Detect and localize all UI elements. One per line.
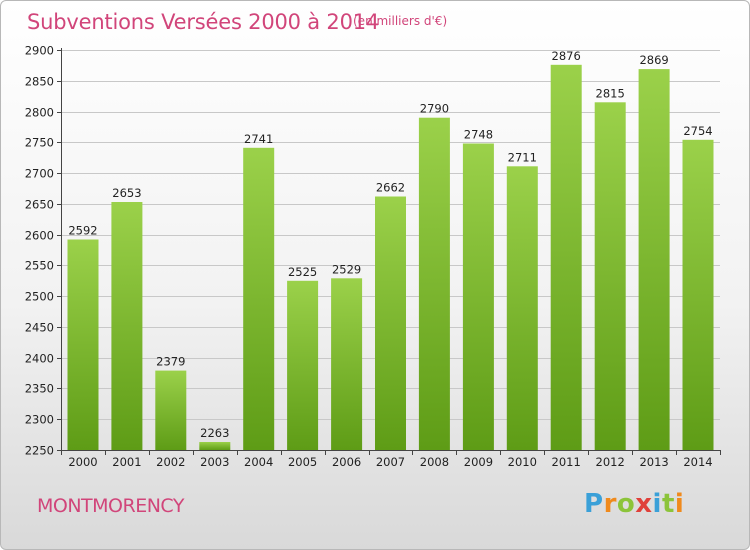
y-tick-label: 2300 xyxy=(25,413,54,427)
y-tick-label: 2350 xyxy=(25,382,54,396)
bar-2001 xyxy=(111,202,143,450)
y-tick-label: 2700 xyxy=(25,167,54,181)
bar-2006 xyxy=(331,278,363,450)
bar-2010 xyxy=(506,166,538,451)
y-tick-label: 2800 xyxy=(25,106,54,120)
logo-letter-t: t xyxy=(661,489,675,519)
bar-2012 xyxy=(594,102,626,451)
y-tick-label: 2900 xyxy=(25,44,54,58)
y-tick-label: 2650 xyxy=(25,198,54,212)
x-tick-label-2006: 2006 xyxy=(332,455,361,469)
x-tick-label-2002: 2002 xyxy=(156,455,185,469)
logo-letter-r: r xyxy=(603,489,617,519)
value-label-2009: 2748 xyxy=(464,128,493,142)
y-tick-label: 2450 xyxy=(25,321,54,335)
value-label-2006: 2529 xyxy=(332,262,361,276)
logo-letter-x: x xyxy=(635,489,653,519)
x-tick-label-2012: 2012 xyxy=(596,455,625,469)
x-tick-label-2005: 2005 xyxy=(288,455,317,469)
logo-letter-i: i xyxy=(652,489,662,519)
x-tick-label-2013: 2013 xyxy=(639,455,668,469)
chart-title: Subventions Versées 2000 à 2014 xyxy=(27,10,380,34)
x-tick-label-2003: 2003 xyxy=(200,455,229,469)
y-tick-label: 2750 xyxy=(25,136,54,150)
value-label-2005: 2525 xyxy=(288,265,317,279)
bar-2000 xyxy=(67,239,99,450)
x-tick-label-2000: 2000 xyxy=(68,455,97,469)
axes: 2250 2300 2350 2400 2450 2500 2550 2600 2650 2700… xyxy=(25,44,721,469)
x-tick-label-2010: 2010 xyxy=(508,455,537,469)
value-label-2007: 2662 xyxy=(376,181,405,195)
bar-2014 xyxy=(682,139,714,451)
y-tick-label: 2850 xyxy=(25,75,54,89)
bars xyxy=(67,64,714,451)
location-label: MONTMORENCY xyxy=(37,495,184,517)
value-label-2000: 2592 xyxy=(68,224,97,238)
bar-2013 xyxy=(638,69,670,450)
logo-letter-i-2: i xyxy=(674,489,685,519)
y-tick-label: 2550 xyxy=(25,259,54,273)
y-tick-label: 2400 xyxy=(25,352,54,366)
logo-letter-o: o xyxy=(616,489,636,519)
proxiti-logo: Proxiti xyxy=(584,489,684,519)
x-tick-label-2008: 2008 xyxy=(420,455,449,469)
x-tick-label-2004: 2004 xyxy=(244,455,273,469)
value-label-2004: 2741 xyxy=(244,132,273,146)
y-tick-label: 2600 xyxy=(25,229,54,243)
bar-2007 xyxy=(375,196,406,450)
value-label-2008: 2790 xyxy=(420,102,449,116)
value-label-2003: 2263 xyxy=(200,426,229,440)
bar-2004 xyxy=(243,147,275,451)
data-labels: 2592 2653 2379 2263 2741 2525 2529 2662 2790 2748… xyxy=(68,49,712,440)
value-label-2013: 2869 xyxy=(639,53,668,67)
value-label-2014: 2754 xyxy=(683,124,712,138)
chart-subtitle: (en milliers d'€) xyxy=(353,14,448,28)
value-label-2010: 2711 xyxy=(508,150,537,164)
bar-2005 xyxy=(287,280,319,450)
bar-2002 xyxy=(155,370,187,450)
bar-2011 xyxy=(550,64,582,451)
bar-2009 xyxy=(462,143,494,450)
y-tick-label: 2250 xyxy=(25,444,54,458)
value-label-2001: 2653 xyxy=(112,186,141,200)
x-tick-label-2001: 2001 xyxy=(112,455,141,469)
value-label-2011: 2876 xyxy=(552,49,581,63)
bar-2003 xyxy=(199,442,231,450)
value-label-2012: 2815 xyxy=(596,86,625,100)
logo-letter-p: P xyxy=(584,489,604,519)
bar-2008 xyxy=(418,117,450,450)
x-tick-label-2014: 2014 xyxy=(683,455,712,469)
value-label-2002: 2379 xyxy=(156,355,185,369)
x-tick-label-2007: 2007 xyxy=(376,455,405,469)
y-tick-label: 2500 xyxy=(25,290,54,304)
x-tick-label-2011: 2011 xyxy=(552,455,581,469)
x-tick-label-2009: 2009 xyxy=(464,455,493,469)
